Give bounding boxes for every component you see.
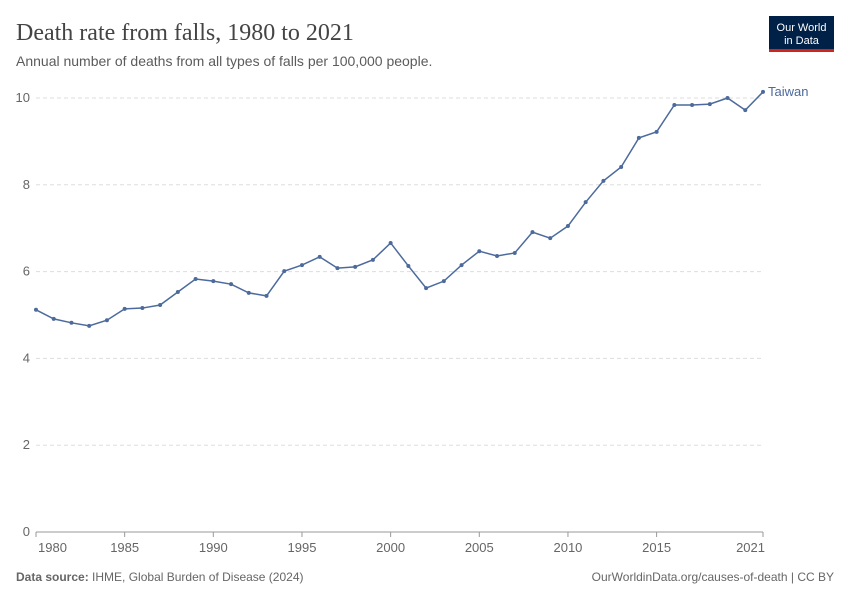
data-point [761, 89, 765, 94]
data-point [211, 279, 216, 284]
y-tick-label: 0 [23, 524, 30, 539]
x-tick-label: 1980 [38, 540, 67, 555]
data-point [565, 224, 570, 229]
x-tick-label: 1995 [288, 540, 317, 555]
chart-title: Death rate from falls, 1980 to 2021 [16, 20, 354, 46]
data-point [193, 276, 198, 281]
data-point [175, 289, 180, 294]
y-tick-label: 8 [23, 177, 30, 192]
data-point [601, 178, 606, 183]
x-tick-label: 2021 [736, 540, 765, 555]
x-tick-label: 1990 [199, 540, 228, 555]
y-tick-label: 2 [23, 437, 30, 452]
data-point [512, 250, 517, 255]
logo-stripe [769, 49, 834, 52]
data-point [548, 236, 553, 241]
y-tick-label: 4 [23, 350, 30, 365]
source-label: Data source: [16, 570, 89, 584]
logo-box [769, 16, 834, 52]
data-point [619, 165, 624, 170]
data-point [51, 316, 56, 321]
data-point [104, 318, 109, 323]
logo[interactable]: Our World in Data [769, 16, 834, 52]
logo-text: in Data [784, 35, 820, 47]
logo-text: Our World [777, 22, 827, 34]
data-point [370, 257, 375, 262]
source-text: IHME, Global Burden of Disease (2024) [92, 570, 303, 584]
data-point [317, 254, 322, 259]
data-point [459, 263, 464, 268]
data-point [707, 102, 712, 107]
data-point [743, 108, 748, 113]
data-point [690, 102, 695, 107]
y-tick-label: 10 [16, 90, 30, 105]
data-point [530, 230, 535, 235]
x-tick-label: 1985 [110, 540, 139, 555]
data-point [229, 282, 234, 287]
data-point [299, 263, 304, 268]
data-point [424, 286, 429, 291]
data-point [672, 102, 677, 107]
y-tick-label: 6 [23, 264, 30, 279]
data-point [246, 290, 251, 295]
data-point [636, 135, 641, 140]
data-point [388, 240, 393, 245]
x-tick-label: 2005 [465, 540, 494, 555]
data-point [477, 249, 482, 254]
x-tick-label: 2015 [642, 540, 671, 555]
series-label: Taiwan [768, 84, 808, 99]
data-point [87, 323, 92, 328]
data-point [583, 200, 588, 205]
data-point [725, 96, 730, 100]
data-point [654, 129, 659, 134]
data-point [353, 264, 358, 269]
x-tick-label: 2010 [553, 540, 582, 555]
footer-link[interactable]: OurWorldinData.org/causes-of-death | CC … [592, 570, 834, 584]
data-point [441, 279, 446, 284]
source: Data source: IHME, Global Burden of Dise… [16, 570, 303, 584]
series-line [35, 91, 764, 327]
data-point [282, 269, 287, 274]
data-point [122, 306, 127, 311]
data-point [158, 303, 163, 308]
data-point [69, 320, 74, 325]
x-tick-label: 2000 [376, 540, 405, 555]
chart-subtitle: Annual number of deaths from all types o… [16, 53, 432, 69]
data-point [140, 306, 145, 311]
data-point [34, 307, 38, 312]
data-point [335, 266, 340, 271]
data-point [406, 263, 411, 268]
data-point [495, 253, 500, 258]
data-point [264, 293, 269, 298]
